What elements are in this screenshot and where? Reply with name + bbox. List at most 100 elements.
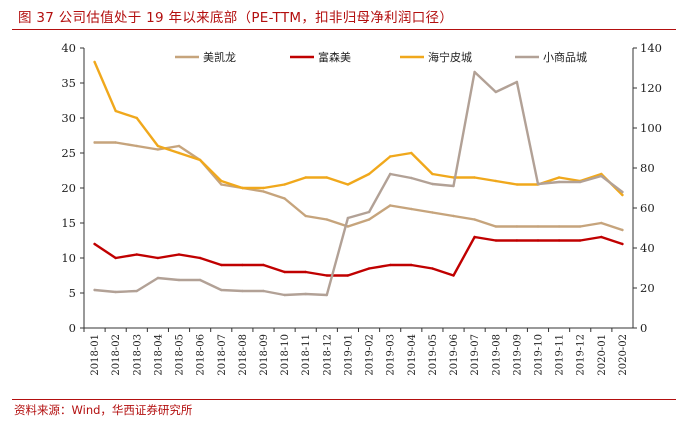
x-tick-label: 2018-11 [301,334,312,376]
data-point [536,182,540,186]
data-point [452,214,455,218]
source-divider [12,399,676,400]
data-point [515,80,519,84]
data-point [431,267,434,270]
y-right-tick-label: 60 [640,201,655,215]
data-point [389,155,392,158]
y-left-tick-label: 40 [61,41,76,55]
data-point [135,289,138,293]
x-tick-label: 2018-03 [132,334,143,376]
data-point [621,228,624,232]
data-point [114,141,117,144]
data-point [93,242,96,246]
data-point [241,186,244,190]
x-tick-label: 2019-05 [428,334,439,376]
data-point [262,289,265,293]
data-point [262,263,265,267]
data-point [325,293,328,297]
x-tick-label: 2018-09 [259,334,270,376]
data-point [367,210,371,214]
data-point [220,183,223,186]
data-point [410,151,413,155]
x-tick-label: 2019-01 [343,334,354,376]
data-point [600,174,603,178]
data-point [346,274,350,277]
y-right-tick-label: 40 [640,241,655,255]
x-tick-label: 2018-02 [111,334,122,376]
y-right-tick-label: 20 [640,281,655,295]
data-point [325,176,328,179]
data-point [198,256,202,260]
data-point [283,197,286,200]
data-point [93,288,96,292]
data-point [536,239,540,242]
data-point [135,116,138,120]
source-note: 资料来源：Wind，华西证券研究所 [14,403,193,417]
data-point [198,278,202,282]
data-point [557,239,561,242]
data-point [452,184,455,188]
series-layer [93,60,624,297]
data-point [220,288,223,292]
data-point [579,180,582,184]
data-point [536,225,540,228]
data-point [156,256,160,260]
data-point [473,70,476,74]
data-point [621,190,624,194]
data-point [135,144,138,148]
data-point [114,290,117,294]
data-point [325,218,328,221]
axes-layer: 0 5 10 15 20 25 30 35 40 0 20 40 60 80 100 120 140 2018-0… [61,41,662,376]
x-tick-label: 2018-12 [322,334,333,376]
data-point [283,183,286,186]
data-point [283,293,286,297]
x-tick-label: 2019-07 [470,334,481,376]
x-tick-label: 2019-11 [555,334,566,376]
data-point [494,239,497,242]
data-point [410,207,413,211]
y-right-tick-label: 100 [640,121,662,135]
data-point [325,274,328,277]
legend-label: 美凯龙 [203,51,236,64]
data-point [473,176,476,179]
y-right-tick-label: 140 [640,41,662,55]
legend-layer: 美凯龙 富森美 海宁皮城 小商品城 [175,50,587,64]
data-point [431,211,434,214]
data-point [220,263,223,267]
data-point [304,292,307,296]
x-tick-label: 2018-05 [175,334,186,376]
chart-title: 图 37 公司估值处于 19 年以来底部（PE-TTM，扣非归母净利润口径） [18,10,454,26]
legend-label: 海宁皮城 [428,50,472,64]
data-point [177,144,181,148]
data-point [367,172,371,176]
data-point [515,225,519,228]
x-tick-label: 2018-04 [153,334,164,376]
x-tick-label: 2018-01 [90,334,101,376]
data-point [93,141,96,144]
legend-label: 富森美 [318,50,351,64]
data-point [410,176,413,180]
data-point [557,176,561,179]
y-left-tick-label: 35 [61,76,76,90]
y-left-tick-label: 10 [61,251,76,265]
data-point [304,270,307,274]
data-point [283,270,286,274]
data-point [452,274,455,277]
data-point [262,186,265,190]
y-left-tick-label: 30 [61,111,76,125]
y-right-tick-label: 80 [640,161,655,175]
data-point [473,218,476,221]
data-point [177,253,181,256]
data-point [114,256,117,260]
x-tick-label: 2019-02 [365,334,376,376]
x-tick-label: 2020-02 [618,334,629,376]
data-point [389,263,392,267]
data-point [389,204,392,207]
data-point [304,176,307,179]
x-tick-label: 2018-07 [217,334,228,376]
data-point [346,216,350,220]
data-point [494,179,497,183]
data-point [600,221,603,225]
series-line [93,70,624,297]
data-point [241,289,244,293]
